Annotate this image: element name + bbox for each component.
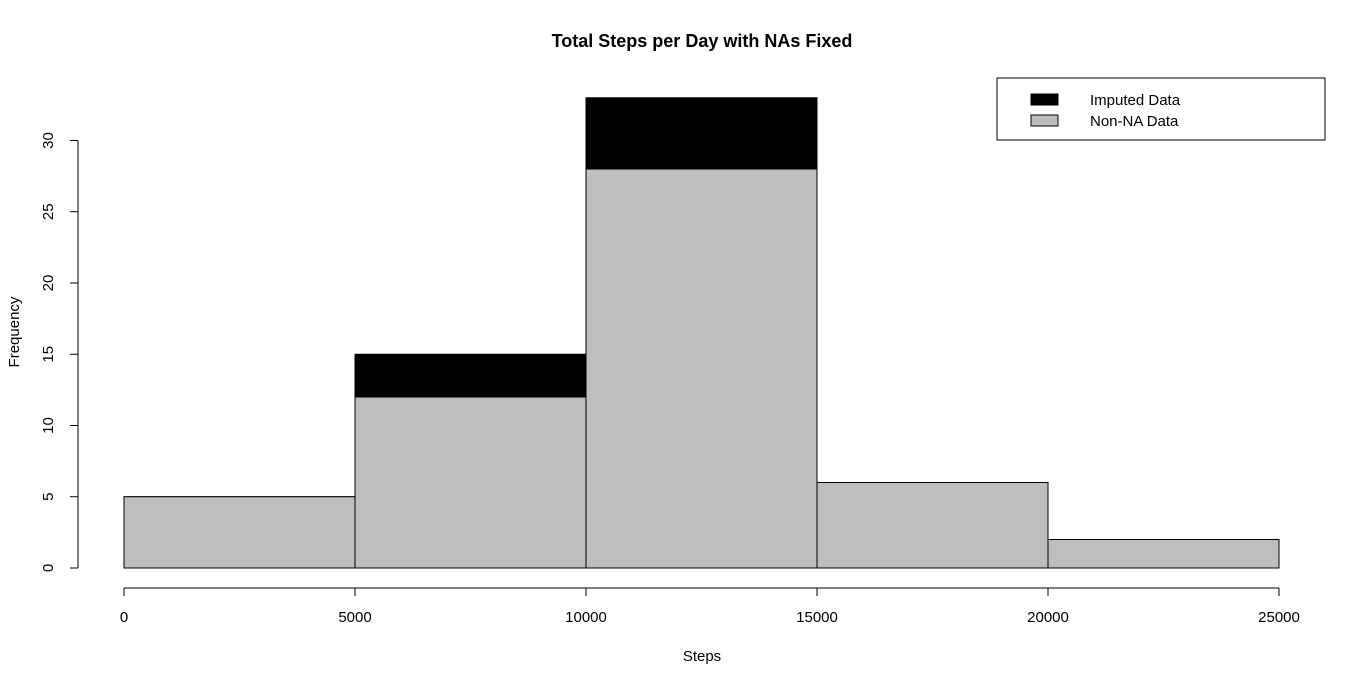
bar-non-na-3 bbox=[816, 482, 1049, 569]
legend-label-0: Imputed Data bbox=[1090, 92, 1181, 109]
x-tick-label-4: 20000 bbox=[1027, 609, 1069, 626]
bars-group bbox=[123, 97, 1280, 569]
x-tick-label-3: 15000 bbox=[796, 609, 838, 626]
y-tick-label-1: 5 bbox=[40, 493, 57, 501]
y-tick-label-6: 30 bbox=[40, 132, 57, 149]
y-axis-label: Frequency bbox=[6, 296, 23, 367]
bar-non-na-0 bbox=[123, 496, 356, 569]
x-tick-label-5: 25000 bbox=[1258, 609, 1300, 626]
y-tick-label-2: 10 bbox=[40, 417, 57, 434]
x-axis-label: Steps bbox=[683, 648, 721, 665]
legend-box bbox=[996, 77, 1326, 141]
y-tick-label-0: 0 bbox=[40, 564, 57, 572]
bar-non-na-1 bbox=[354, 396, 587, 569]
y-tick-label-4: 20 bbox=[40, 275, 57, 292]
y-tick-label-5: 25 bbox=[40, 203, 57, 220]
x-tick-label-1: 5000 bbox=[338, 609, 371, 626]
chart-title: Total Steps per Day with NAs Fixed bbox=[552, 31, 853, 51]
x-tick-label-0: 0 bbox=[120, 609, 128, 626]
legend-swatch-1 bbox=[1030, 114, 1059, 127]
legend-swatch-0 bbox=[1030, 93, 1059, 106]
y-axis: 0 5 10 15 20 25 30 bbox=[40, 132, 79, 572]
bar-non-na-4 bbox=[1047, 539, 1280, 569]
x-tick-label-2: 10000 bbox=[565, 609, 607, 626]
legend: Imputed Data Non-NA Data bbox=[996, 77, 1326, 141]
legend-label-1: Non-NA Data bbox=[1090, 113, 1179, 130]
y-tick-label-3: 15 bbox=[40, 346, 57, 363]
bar-non-na-2 bbox=[585, 168, 818, 569]
x-axis: 0 5000 10000 15000 20000 25000 bbox=[120, 587, 1300, 626]
